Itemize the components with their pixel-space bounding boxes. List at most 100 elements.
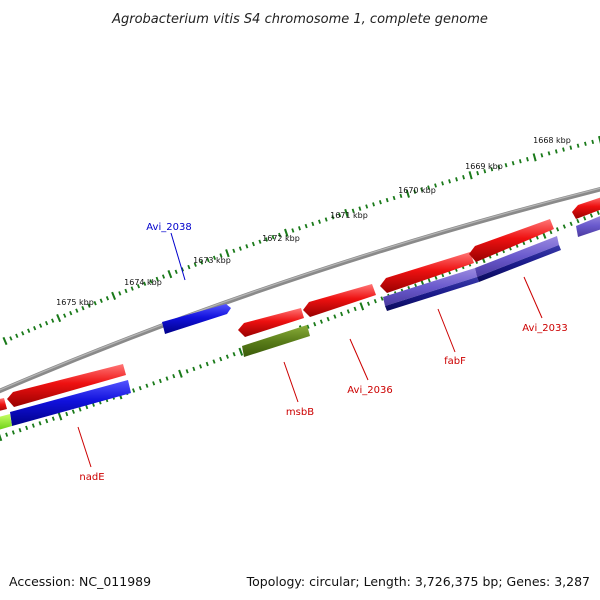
outer-tick	[219, 253, 223, 258]
outer-tick	[385, 197, 389, 203]
outer-tick	[174, 269, 178, 275]
gene-label-avi-2033[interactable]: Avi_2033	[522, 323, 567, 334]
outer-tick	[99, 298, 103, 303]
outer-tick	[245, 244, 249, 249]
inner-tick	[18, 428, 22, 433]
outer-tick	[392, 195, 396, 201]
outer-tick	[298, 226, 301, 231]
gene-fabF-lavender-bar[interactable]	[383, 268, 477, 306]
inner-tick	[185, 369, 189, 374]
inner-tick	[199, 364, 203, 369]
gene-label-fabF[interactable]: fabF	[444, 356, 466, 367]
inner-tick	[427, 278, 431, 283]
inner-tick	[583, 216, 587, 221]
outer-tick	[238, 246, 242, 251]
leader-fabF	[437, 308, 456, 353]
inner-tick	[596, 210, 600, 215]
gene-fabF-red-arrow[interactable]	[380, 252, 474, 293]
accession-text: Accession: NC_011989	[9, 574, 151, 589]
inner-tick	[31, 423, 35, 428]
gene-avi-2033-red-arrow[interactable]	[469, 219, 554, 262]
outer-tick	[180, 267, 185, 272]
inner-tick	[569, 221, 573, 227]
inner-tick	[205, 361, 209, 367]
outer-tick	[311, 221, 315, 227]
gene-fabF-navy-bar[interactable]	[385, 277, 479, 311]
gene-msbB-neighbor-arrow[interactable]	[238, 308, 304, 337]
gene-avi-2033-lavender-bar[interactable]	[475, 236, 559, 277]
inner-tick	[333, 314, 337, 319]
outer-tick	[351, 208, 355, 213]
outer-tick	[93, 300, 97, 306]
outer-tick	[69, 310, 73, 316]
outer-tick	[448, 179, 451, 184]
tick-label-1671: 1671 kbp	[330, 211, 368, 220]
tick-label-1670: 1670 kbp	[398, 186, 436, 195]
outer-tick	[434, 183, 437, 188]
outer-tick	[455, 177, 458, 182]
gene-label-avi-2036[interactable]: Avi_2036	[347, 385, 392, 396]
chromosome-backbone-highlight	[0, 187, 600, 391]
outer-tick	[378, 200, 382, 205]
inner-tick	[434, 275, 438, 280]
outer-tick	[149, 279, 153, 284]
inner-tick	[132, 388, 136, 393]
inner-tick	[359, 302, 365, 311]
inner-tick	[353, 306, 357, 312]
tick-label-1668: 1668 kbp	[533, 136, 571, 145]
outer-tick	[155, 276, 159, 282]
inner-tick	[549, 229, 553, 235]
inner-tick	[25, 425, 29, 431]
outer-tick	[405, 189, 410, 198]
outer-tick	[2, 336, 8, 346]
inner-tick	[145, 383, 149, 388]
outer-tick	[462, 175, 465, 180]
outer-tick	[225, 249, 230, 258]
inner-tick	[313, 321, 317, 327]
gene-avi-2033-navy-bar[interactable]	[477, 245, 561, 282]
outer-tick	[476, 171, 480, 176]
inner-tick	[45, 418, 49, 424]
outer-tick	[105, 296, 110, 301]
gene-left-edge-red-arrow[interactable]	[0, 398, 7, 412]
inner-tick	[5, 432, 9, 437]
gene-avi-2036-arrow[interactable]	[303, 284, 376, 317]
gene-nadE-blue-bar[interactable]	[10, 380, 131, 426]
gene-label-msbB[interactable]: msbB	[286, 407, 314, 418]
gene-edge-red-arrow[interactable]	[572, 196, 600, 219]
outer-tick	[358, 206, 362, 211]
inner-tick	[366, 301, 371, 306]
outer-tick	[318, 219, 321, 224]
outer-tick	[206, 257, 210, 263]
inner-tick	[192, 366, 196, 372]
outer-tick	[584, 141, 587, 146]
gene-lime-edge-bar[interactable]	[0, 414, 12, 431]
chromosome-backbone	[0, 186, 600, 394]
outer-tick	[427, 185, 431, 190]
inner-tick	[138, 386, 142, 391]
gene-label-nadE[interactable]: nadE	[79, 472, 104, 483]
outer-tick	[111, 291, 117, 300]
outer-tick	[9, 336, 13, 341]
inner-tick	[576, 218, 580, 224]
leader-nadE	[77, 426, 92, 468]
gene-edge-lavender-bar[interactable]	[576, 214, 600, 237]
outer-tick	[399, 193, 403, 199]
leader-avi-2033	[523, 276, 543, 319]
inner-tick	[172, 374, 176, 379]
outer-tick	[338, 212, 342, 218]
outer-tick	[562, 147, 565, 152]
gene-label-avi-2038[interactable]: Avi_2038	[146, 222, 191, 233]
gene-avi-2038-arrow[interactable]	[162, 304, 231, 334]
outer-tick	[540, 153, 544, 158]
gene-msbB-bar[interactable]	[242, 325, 310, 357]
outer-tick	[518, 159, 522, 164]
outer-tick	[365, 204, 369, 209]
tick-label-1669: 1669 kbp	[465, 162, 503, 171]
inner-tick	[65, 411, 69, 417]
outer-tick	[490, 167, 494, 172]
outer-tick	[81, 305, 85, 311]
outer-tick	[291, 228, 295, 233]
inner-tick	[589, 213, 594, 218]
gene-nadE-red-arrow[interactable]	[7, 364, 126, 407]
